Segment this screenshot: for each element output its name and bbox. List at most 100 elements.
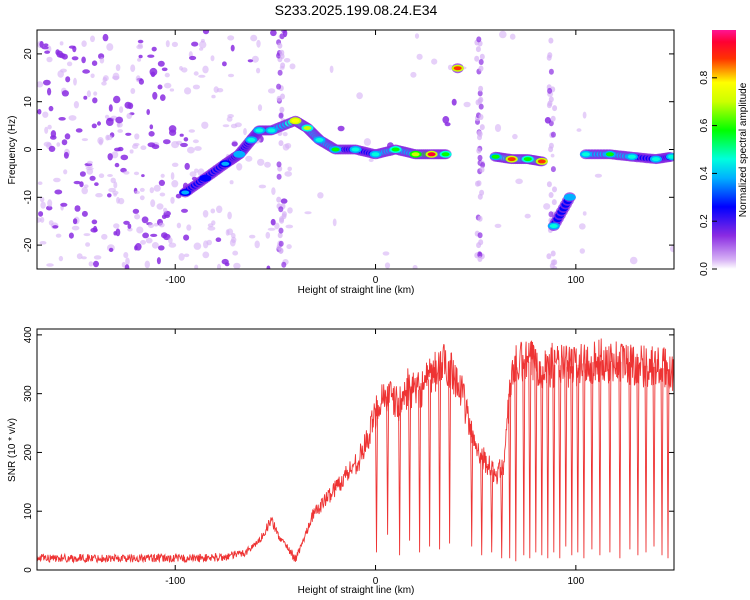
interference-stripe	[278, 227, 284, 234]
noise-speckle	[150, 233, 158, 237]
noise-speckle	[159, 192, 166, 197]
noise-speckle	[192, 139, 199, 144]
noise-speckle	[91, 123, 97, 129]
noise-speckle	[47, 199, 53, 208]
interference-stripe	[475, 46, 481, 53]
signal-peak-core	[331, 147, 340, 152]
noise-speckle	[494, 223, 502, 228]
noise-speckle	[52, 225, 59, 229]
interference-stripe	[551, 199, 557, 206]
noise-speckle	[139, 187, 145, 192]
noise-speckle	[447, 64, 453, 71]
interference-stripe	[279, 33, 285, 40]
noise-speckle	[85, 242, 91, 247]
signal-peak-core	[391, 147, 400, 152]
interference-stripe	[475, 180, 480, 187]
noise-speckle	[304, 211, 312, 215]
snr-dropout	[608, 361, 612, 553]
noise-speckle	[270, 218, 276, 226]
snr-dropout	[666, 369, 670, 559]
signal-peak-core	[565, 195, 574, 200]
noise-speckle	[105, 118, 114, 126]
interference-stripe	[550, 166, 556, 173]
noise-speckle	[37, 108, 42, 115]
noise-speckle	[578, 223, 586, 230]
noise-speckle	[137, 58, 142, 62]
noise-speckle	[83, 233, 91, 237]
noise-speckle	[254, 240, 260, 249]
snr-dropout	[508, 393, 512, 559]
noise-speckle	[104, 114, 110, 119]
noise-speckle	[176, 222, 182, 229]
noise-speckle	[164, 72, 170, 78]
noise-speckle	[576, 128, 582, 132]
figure-title: S233.2025.199.08.24.E34	[275, 2, 438, 18]
noise-speckle	[115, 116, 124, 124]
signal-peak-core	[605, 152, 614, 157]
noise-speckle	[47, 87, 52, 96]
interference-stripe	[280, 62, 286, 69]
noise-speckle	[257, 104, 263, 112]
signal-peak-core	[491, 154, 500, 159]
spectrogram-y-axis-label: Frequency (Hz)	[7, 116, 18, 185]
interference-stripe	[279, 53, 285, 60]
noise-speckle	[267, 88, 276, 94]
noise-speckle	[164, 82, 172, 89]
noise-speckle	[183, 234, 190, 241]
noise-speckle	[271, 187, 276, 196]
y-tick-label: -20	[23, 237, 34, 252]
noise-speckle	[106, 134, 113, 141]
noise-speckle	[86, 90, 91, 98]
noise-speckle	[210, 55, 215, 62]
noise-speckle	[499, 30, 507, 39]
noise-speckle	[86, 168, 94, 175]
signal-peak-core	[315, 137, 324, 142]
noise-speckle	[524, 213, 531, 219]
noise-speckle	[444, 122, 451, 127]
noise-speckle	[124, 264, 130, 269]
snr-dropout	[540, 366, 544, 556]
signal-peak-core	[507, 157, 516, 162]
interference-stripe	[477, 154, 483, 161]
noise-speckle	[412, 265, 418, 269]
noise-speckle	[56, 142, 61, 147]
noise-speckle	[149, 187, 154, 194]
noise-speckle	[169, 129, 177, 136]
noise-speckle	[194, 264, 199, 269]
noise-speckle	[138, 78, 144, 85]
noise-speckle	[42, 111, 49, 118]
interference-stripe	[552, 105, 558, 112]
noise-speckle	[136, 226, 144, 234]
colorbar-gradient	[712, 30, 736, 269]
noise-speckle	[337, 125, 345, 132]
noise-speckle	[148, 223, 154, 229]
colorbar-tick-label: 0.6	[699, 118, 710, 132]
noise-speckle	[287, 207, 293, 214]
noise-speckle	[236, 163, 243, 171]
noise-speckle	[123, 171, 130, 175]
interference-stripe	[548, 192, 554, 198]
y-tick-label: 20	[23, 48, 34, 60]
noise-speckle	[99, 57, 105, 64]
noise-speckle	[81, 56, 86, 64]
noise-speckle	[66, 61, 73, 67]
snr-dropout	[398, 405, 402, 556]
noise-speckle	[194, 146, 202, 151]
noise-speckle	[97, 137, 104, 145]
snr-dropout	[552, 364, 556, 553]
noise-speckle	[151, 242, 159, 249]
noise-speckle	[44, 50, 50, 54]
noise-speckle	[168, 237, 173, 244]
noise-speckle	[416, 53, 423, 60]
noise-speckle	[147, 54, 155, 58]
noise-speckle	[58, 117, 66, 121]
noise-speckle	[39, 196, 45, 203]
noise-speckle	[90, 73, 95, 79]
interference-stripe	[548, 211, 554, 218]
interference-stripe	[548, 68, 554, 75]
noise-speckle	[168, 242, 177, 248]
noise-speckle	[146, 109, 150, 115]
noise-speckle	[95, 193, 103, 198]
